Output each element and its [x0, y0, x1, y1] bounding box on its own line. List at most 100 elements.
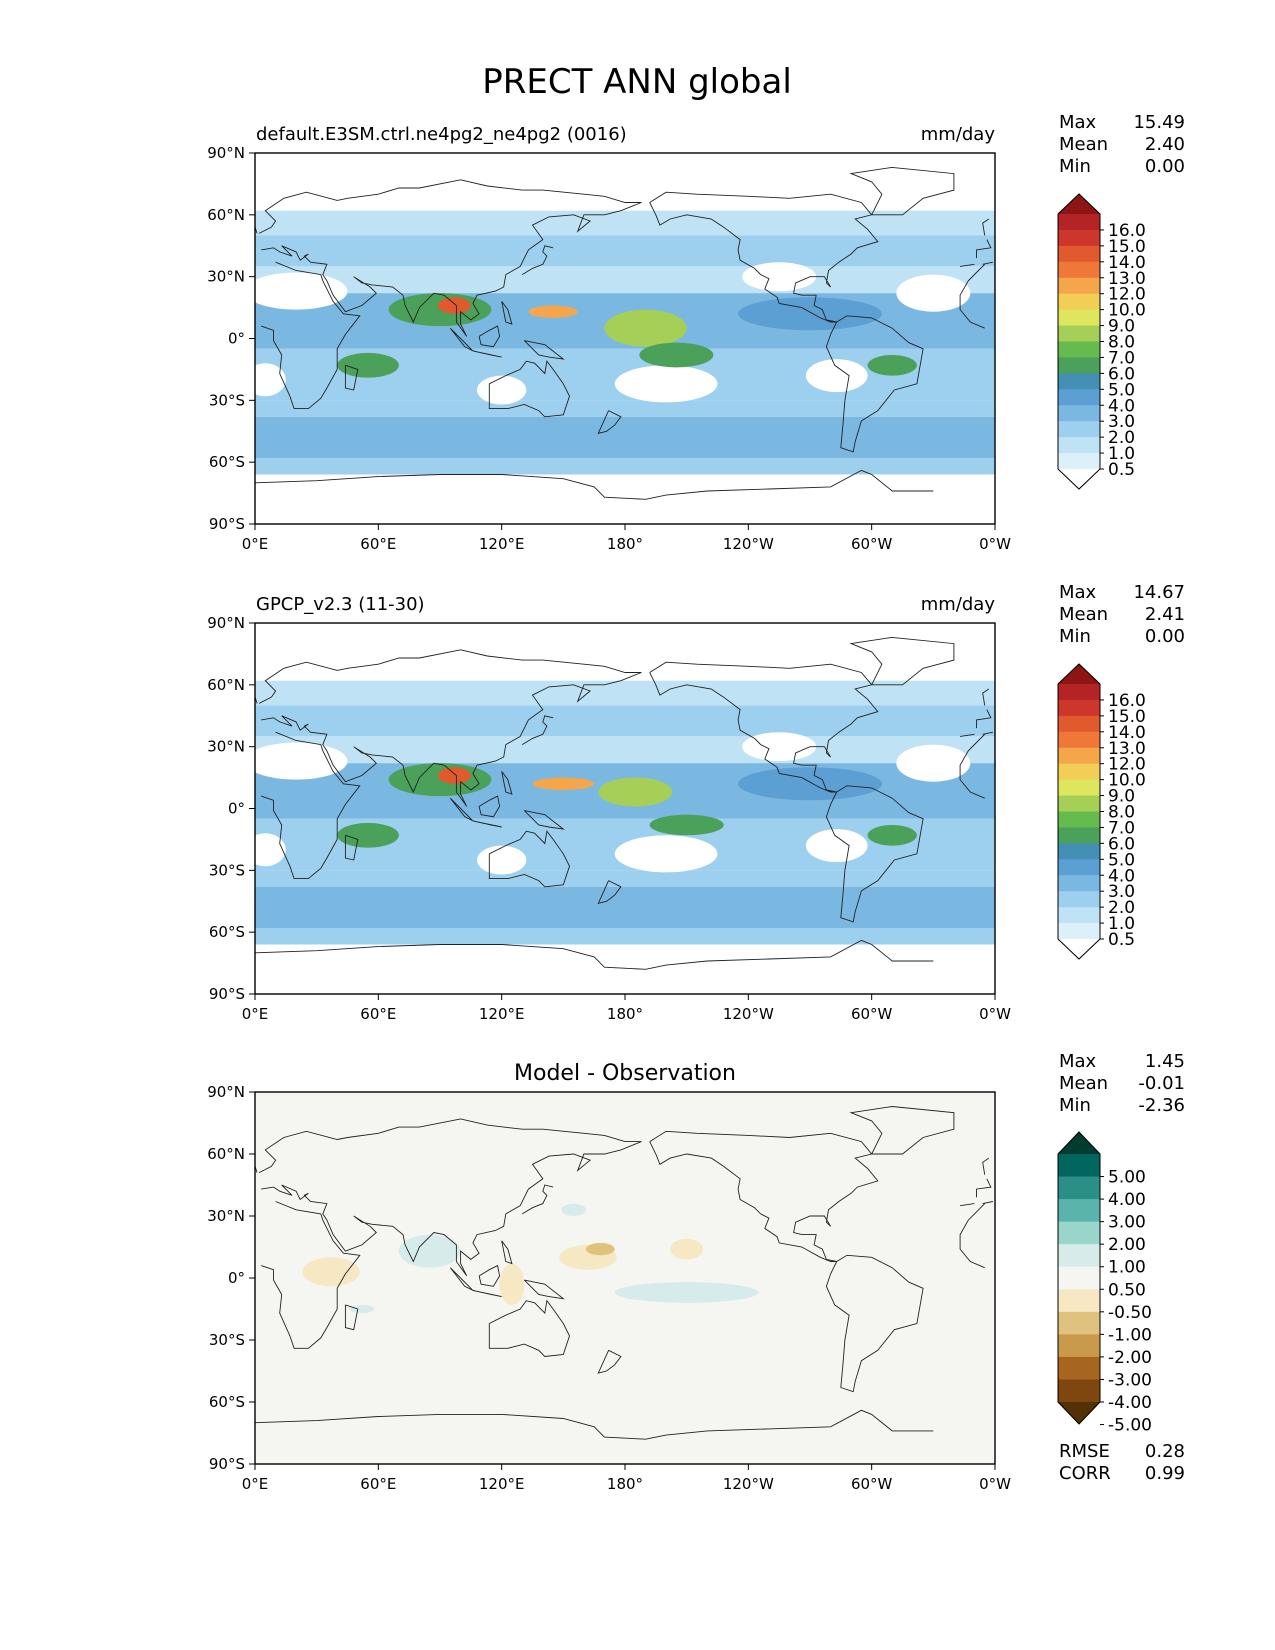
- coastline: [825, 1254, 924, 1393]
- coastlines: [255, 1106, 993, 1440]
- map-field: [255, 153, 995, 524]
- coastline: [649, 191, 879, 323]
- colorbar-label: 1.00: [1108, 1258, 1146, 1278]
- colorbar-segment: [1058, 907, 1100, 924]
- colorbar-segment: [1058, 1334, 1100, 1358]
- colorbar-label: 16.0: [1108, 221, 1146, 241]
- x-tick-label: 180°: [607, 1005, 643, 1023]
- field-feature: [337, 352, 399, 378]
- coastline: [521, 1184, 554, 1215]
- field-band: [255, 870, 995, 887]
- x-tick-label: 60°W: [851, 535, 893, 553]
- y-tick-label: 60°N: [207, 206, 245, 224]
- colorbar-segment: [1058, 389, 1100, 406]
- coastline: [597, 1349, 622, 1374]
- x-tick-label: 120°W: [723, 1475, 774, 1493]
- dry-zone: [477, 375, 527, 405]
- stat-label: Max: [1059, 112, 1097, 133]
- map-field: [255, 623, 995, 994]
- coastline: [649, 1130, 879, 1262]
- y-tick-label: 30°N: [207, 738, 245, 756]
- colorbar-label: -3.00: [1108, 1370, 1152, 1390]
- footer-stat-label: RMSE: [1059, 1441, 1110, 1462]
- colorbar-label: 1.0: [1108, 914, 1135, 934]
- y-tick-label: 90°N: [207, 144, 245, 162]
- colorbar-label: 8.0: [1108, 333, 1135, 353]
- stat-label: Max: [1059, 1051, 1097, 1072]
- field-feature: [561, 1203, 586, 1217]
- colorbar-segment: [1058, 277, 1100, 295]
- colorbar-segment: [1058, 245, 1100, 263]
- colorbar-label: 9.0: [1108, 787, 1135, 807]
- x-tick-label: 0°E: [242, 1005, 269, 1023]
- colorbar: 5.004.003.002.001.000.50-0.50-1.00-2.00-…: [1057, 1131, 1152, 1436]
- colorbar-label: 6.0: [1108, 364, 1135, 384]
- field-band: [255, 736, 995, 764]
- coastline: [488, 830, 570, 888]
- x-tick-label: 0°W: [979, 1005, 1011, 1023]
- colorbar-label: -4.00: [1108, 1393, 1152, 1413]
- dry-zone: [614, 835, 718, 873]
- field-band: [255, 705, 995, 737]
- field-feature: [532, 777, 595, 790]
- field-band: [255, 886, 995, 929]
- x-tick-label: 120°W: [723, 535, 774, 553]
- x-tick-label: 0°W: [979, 535, 1011, 553]
- colorbar-segment: [1058, 421, 1100, 438]
- colorbar-label: 16.0: [1108, 691, 1146, 711]
- colorbar-segment: [1058, 309, 1100, 327]
- colorbar-segment: [1058, 1289, 1100, 1313]
- x-tick-label: 180°: [607, 535, 643, 553]
- coastline: [849, 636, 955, 686]
- dry-zone: [805, 829, 868, 863]
- colorbar-label: 10.0: [1108, 301, 1146, 321]
- colorbar-segment: [1058, 779, 1100, 797]
- panel-observation: 0°E 60°E 120°E 180° 120°W 60°W 0°W 90°N 60°N 30°N…: [207, 582, 1185, 1023]
- panel-units: mm/day: [921, 594, 996, 615]
- dry-zone: [896, 744, 971, 782]
- x-tick-label: 60°E: [360, 1005, 396, 1023]
- y-tick-label: 90°S: [209, 515, 245, 533]
- field-feature: [670, 1238, 704, 1260]
- coastline: [344, 1304, 359, 1331]
- coastline: [849, 166, 955, 216]
- stat-value: 0.00: [1145, 156, 1185, 177]
- field-band: [255, 266, 995, 294]
- x-tick-label: 120°W: [723, 1005, 774, 1023]
- x-tick-label: 0°E: [242, 1475, 269, 1493]
- dry-zone: [614, 365, 718, 403]
- colorbar-extend-max: [1058, 1132, 1100, 1154]
- coastline: [501, 301, 513, 325]
- colorbar-segment: [1058, 731, 1100, 749]
- field-feature: [738, 297, 882, 331]
- colorbar-extend-min: [1058, 939, 1100, 959]
- stat-label: Max: [1059, 582, 1097, 603]
- coastline: [523, 810, 565, 830]
- colorbar-label: 10.0: [1108, 771, 1146, 791]
- dry-zone: [255, 742, 348, 780]
- coastline: [488, 360, 570, 418]
- colorbar-segment: [1058, 891, 1100, 908]
- colorbar-segment: [1058, 747, 1100, 765]
- field-band: [255, 928, 995, 945]
- coastline: [344, 834, 359, 861]
- colorbar-extend-min: [1058, 469, 1100, 489]
- colorbar-label: 15.0: [1108, 707, 1146, 727]
- stat-value: 2.41: [1145, 604, 1185, 625]
- y-tick-label: 90°N: [207, 614, 245, 632]
- field-feature: [598, 777, 673, 807]
- y-tick-label: 90°S: [209, 985, 245, 1003]
- coastline: [521, 715, 554, 745]
- colorbar-segment: [1058, 261, 1100, 279]
- footer-stat-label: CORR: [1059, 1463, 1111, 1484]
- colorbar-label: 4.0: [1108, 396, 1135, 416]
- colorbar-label: 12.0: [1108, 755, 1146, 775]
- colorbar-label: 7.0: [1108, 818, 1135, 838]
- y-tick-label: 90°S: [209, 1455, 245, 1473]
- dry-zone: [896, 274, 971, 312]
- x-tick-label: 60°E: [360, 535, 396, 553]
- colorbar-segment: [1058, 811, 1100, 828]
- field-feature: [867, 354, 917, 376]
- y-tick-label: 30°S: [209, 391, 245, 409]
